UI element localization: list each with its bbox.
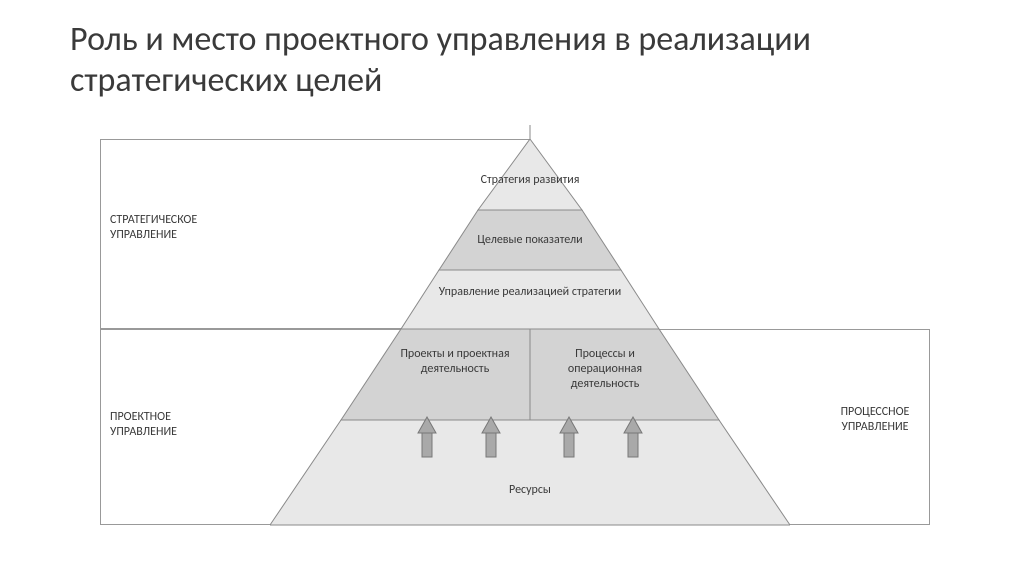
layer-2-text: Целевые показатели <box>450 233 610 248</box>
layer-1-text: Стратегия развития <box>480 173 580 188</box>
project-label: ПРОЕКТНОЕ УПРАВЛЕНИЕ <box>110 410 230 440</box>
layer-4-left-text: Проекты и проектная деятельность <box>390 347 520 377</box>
pyramid: Стратегия развития Целевые показатели Уп… <box>270 125 790 530</box>
layer-5-text: Ресурсы <box>470 483 590 498</box>
page-title: Роль и место проектного управления в реа… <box>70 20 950 102</box>
strategic-label: СТРАТЕГИЧЕСКОЕ УПРАВЛЕНИЕ <box>110 213 230 243</box>
diagram-container: СТРАТЕГИЧЕСКОЕ УПРАВЛЕНИЕ ПРОЕКТНОЕ УПРА… <box>100 125 930 555</box>
layer-3-text: Управление реализацией стратегии <box>420 285 640 300</box>
process-label: ПРОЦЕССНОЕ УПРАВЛЕНИЕ <box>825 405 925 435</box>
layer-4-right-text: Процессы и операционная деятельность <box>540 347 670 392</box>
